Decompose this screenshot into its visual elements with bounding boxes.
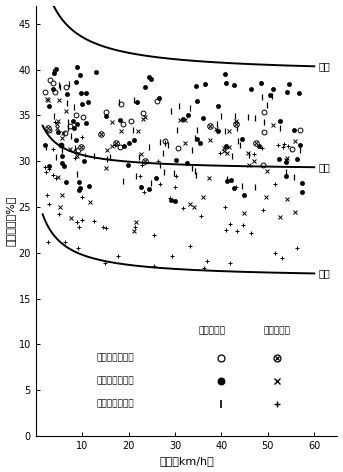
Text: 微　小　空　転: 微 小 空 転 — [96, 377, 134, 386]
Text: 空転直前の粘着: 空転直前の粘着 — [96, 399, 134, 408]
X-axis label: 速度（km/h）: 速度（km/h） — [159, 456, 214, 466]
Text: 湿潤レール: 湿潤レール — [264, 326, 291, 335]
Text: 乾燥レール: 乾燥レール — [199, 326, 226, 335]
Text: 完　全　粘　着: 完 全 粘 着 — [96, 354, 134, 362]
Text: 平均: 平均 — [319, 162, 331, 172]
Y-axis label: 粘着係数（%）: 粘着係数（%） — [5, 195, 15, 246]
Text: 最大: 最大 — [319, 61, 331, 71]
Text: 最小: 最小 — [319, 269, 331, 278]
